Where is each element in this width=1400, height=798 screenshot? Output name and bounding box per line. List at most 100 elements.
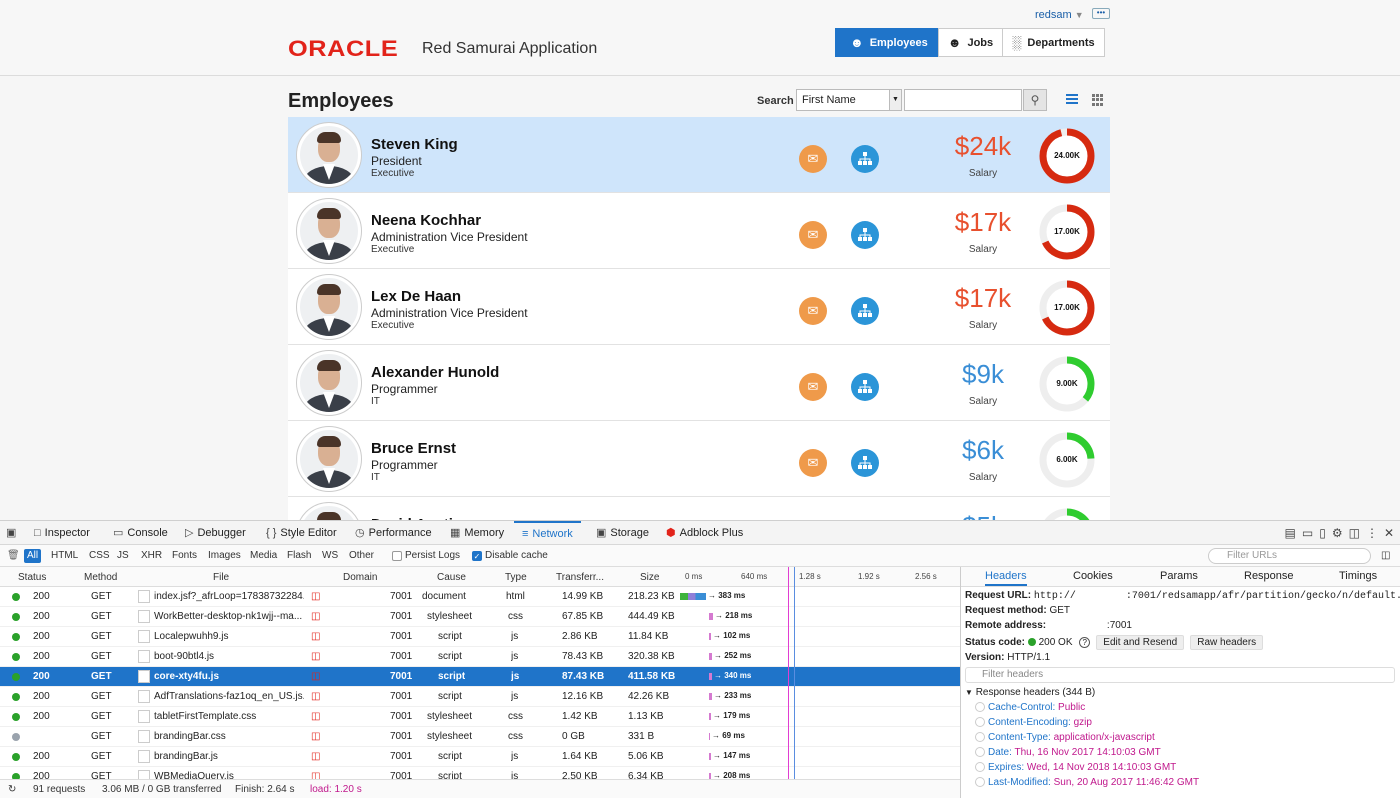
filter-js[interactable]: JS bbox=[117, 550, 129, 561]
employee-name[interactable]: David Austin bbox=[371, 516, 462, 520]
employee-name[interactable]: Steven King bbox=[371, 136, 458, 153]
mail-icon[interactable]: ✉ bbox=[799, 221, 827, 249]
checkbox-box[interactable]: ✓ bbox=[472, 550, 482, 561]
column-type[interactable]: Type bbox=[505, 572, 527, 583]
filter-all[interactable]: All bbox=[24, 549, 42, 563]
list-view-icon[interactable] bbox=[1066, 94, 1078, 106]
tab-cookies[interactable]: Cookies bbox=[1073, 570, 1113, 582]
filter-html[interactable]: HTML bbox=[51, 550, 79, 561]
request-row[interactable]: 200 GET brandingBar.js ◫ 7001 script js 1.64 KB… bbox=[0, 747, 960, 767]
checkbox-box[interactable] bbox=[392, 550, 402, 561]
tab-performance[interactable]: ◷ Performance bbox=[355, 521, 432, 545]
tab-inspector[interactable]: □ Inspector bbox=[34, 521, 90, 545]
filter-css[interactable]: CSS bbox=[89, 550, 110, 561]
filter-headers-input[interactable]: Filter headers bbox=[965, 667, 1395, 683]
nav-jobs[interactable]: ☻ Jobs bbox=[937, 28, 1004, 57]
mail-icon[interactable]: ✉ bbox=[799, 297, 827, 325]
help-icon[interactable] bbox=[975, 747, 985, 757]
help-icon[interactable] bbox=[975, 732, 985, 742]
gear-icon[interactable]: ⚙ bbox=[1331, 526, 1343, 540]
help-icon[interactable] bbox=[975, 777, 985, 787]
reload-icon[interactable]: ↻ bbox=[8, 784, 17, 795]
filter-xhr[interactable]: XHR bbox=[141, 550, 163, 561]
org-chart-icon[interactable] bbox=[851, 373, 879, 401]
nav-employees[interactable]: ☻ Employees bbox=[835, 28, 939, 57]
search-input[interactable] bbox=[904, 89, 1022, 111]
employee-row[interactable]: Lex De Haan Administration Vice President… bbox=[288, 269, 1110, 345]
tab-console[interactable]: ▭ Console bbox=[113, 521, 168, 545]
request-row[interactable]: 200 GET WorkBetter-desktop-nk1wjj--ma... ◫ 7… bbox=[0, 607, 960, 627]
column-transferred[interactable]: Transferr... bbox=[556, 572, 604, 583]
tab-response[interactable]: Response bbox=[1244, 570, 1294, 582]
org-chart-icon[interactable] bbox=[851, 145, 879, 173]
trash-icon[interactable]: 🗑 bbox=[7, 550, 20, 561]
response-headers-toggle[interactable]: ▼ Response headers (344 B) bbox=[965, 687, 1095, 698]
grid-view-icon[interactable] bbox=[1092, 94, 1104, 106]
column-file[interactable]: File bbox=[213, 572, 230, 583]
more-icon[interactable]: ••• bbox=[1092, 8, 1110, 19]
filter-fonts[interactable]: Fonts bbox=[172, 550, 198, 561]
user-menu[interactable]: redsam ▼ bbox=[1035, 9, 1084, 21]
toggle-sidebar-icon[interactable]: ◫ bbox=[1381, 550, 1391, 561]
edit-resend-button[interactable]: Edit and Resend bbox=[1096, 635, 1185, 650]
tab-network[interactable]: ≡ Network bbox=[514, 521, 581, 545]
employee-row[interactable]: David Austin✉$5k bbox=[288, 497, 1110, 520]
nav-departments[interactable]: ░ Departments bbox=[1002, 28, 1105, 57]
tab-memory[interactable]: ▦ Memory bbox=[450, 521, 504, 545]
raw-headers-button[interactable]: Raw headers bbox=[1190, 635, 1264, 650]
chevron-down-icon[interactable]: ▼ bbox=[1074, 10, 1084, 20]
mail-icon[interactable]: ✉ bbox=[799, 449, 827, 477]
responsive-icon[interactable]: ▯ bbox=[1319, 526, 1326, 540]
sidebar-icon[interactable]: ◫ bbox=[1348, 526, 1360, 540]
filter-ws[interactable]: WS bbox=[322, 550, 339, 561]
org-chart-icon[interactable] bbox=[851, 297, 879, 325]
column-cause[interactable]: Cause bbox=[437, 572, 466, 583]
employee-name[interactable]: Bruce Ernst bbox=[371, 440, 457, 457]
search-icon[interactable]: ⚲ bbox=[1023, 89, 1047, 111]
filter-other[interactable]: Other bbox=[349, 550, 375, 561]
tab-storage[interactable]: ▣ Storage bbox=[596, 521, 649, 545]
chevron-down-icon[interactable]: ▼ bbox=[965, 688, 973, 697]
help-icon[interactable] bbox=[975, 717, 985, 727]
mail-icon[interactable]: ✉ bbox=[799, 373, 827, 401]
employee-row[interactable]: Steven King President Executive ✉ $24k Salary… bbox=[288, 117, 1110, 193]
column-size[interactable]: Size bbox=[640, 572, 660, 583]
column-domain[interactable]: Domain bbox=[343, 572, 378, 583]
pick-element-icon[interactable]: ▣ bbox=[6, 527, 17, 539]
org-chart-icon[interactable] bbox=[851, 221, 879, 249]
search-field-select[interactable]: First Name ▼ bbox=[796, 89, 902, 111]
employee-row[interactable]: Bruce Ernst Programmer IT ✉ $6k Salary 6.00K bbox=[288, 421, 1110, 497]
employee-name[interactable]: Neena Kochhar bbox=[371, 212, 482, 229]
employee-row[interactable]: Neena Kochhar Administration Vice Preside… bbox=[288, 193, 1110, 269]
tab-headers[interactable]: Headers bbox=[985, 570, 1027, 586]
close-icon[interactable]: ✕ bbox=[1383, 526, 1394, 540]
chevron-down-icon[interactable]: ▼ bbox=[889, 90, 901, 110]
column-method[interactable]: Method bbox=[84, 572, 118, 583]
employee-name[interactable]: Lex De Haan bbox=[371, 288, 462, 305]
tab-timings[interactable]: Timings bbox=[1339, 570, 1378, 582]
help-icon[interactable] bbox=[975, 762, 985, 772]
request-row[interactable]: 200 GET index.jsf?_afrLoop=17838732284... ◫… bbox=[0, 587, 960, 607]
request-row[interactable]: 200 GET tabletFirstTemplate.css ◫ 7001 styles… bbox=[0, 707, 960, 727]
request-row[interactable]: 200 GET boot-90btl4.js ◫ 7001 script js 78.43 K… bbox=[0, 647, 960, 667]
tab-params[interactable]: Params bbox=[1160, 570, 1198, 582]
request-row[interactable]: 200 GET WBMediaQuery.js ◫ 7001 script js 2.50 K… bbox=[0, 767, 960, 779]
filter-media[interactable]: Media bbox=[250, 550, 278, 561]
employee-name[interactable]: Alexander Hunold bbox=[371, 364, 500, 381]
request-row[interactable]: GET brandingBar.css ◫ 7001 stylesheet css 0 GB… bbox=[0, 727, 960, 747]
username[interactable]: redsam bbox=[1035, 9, 1072, 21]
request-row[interactable]: 200 GET Localepwuhh9.js ◫ 7001 script js 2.86 K… bbox=[0, 627, 960, 647]
help-icon[interactable] bbox=[975, 702, 985, 712]
column-status[interactable]: Status bbox=[18, 572, 47, 583]
filter-images[interactable]: Images bbox=[208, 550, 241, 561]
dock-icon[interactable]: ▤ bbox=[1284, 526, 1296, 540]
tab-debugger[interactable]: ▷ Debugger bbox=[185, 521, 246, 545]
org-chart-icon[interactable] bbox=[851, 449, 879, 477]
mail-icon[interactable]: ✉ bbox=[799, 145, 827, 173]
disable-cache-checkbox[interactable]: ✓ Disable cache bbox=[472, 550, 548, 561]
split-console-icon[interactable]: ▭ bbox=[1301, 526, 1314, 540]
tab-adblock-plus[interactable]: ⬢ Adblock Plus bbox=[666, 521, 743, 545]
tab-style-editor[interactable]: { } Style Editor bbox=[266, 521, 337, 545]
request-row[interactable]: 200 GET AdfTranslations-faz1oq_en_US.js...… bbox=[0, 687, 960, 707]
employee-row[interactable]: Alexander Hunold Programmer IT ✉ $9k Salary 9.… bbox=[288, 345, 1110, 421]
